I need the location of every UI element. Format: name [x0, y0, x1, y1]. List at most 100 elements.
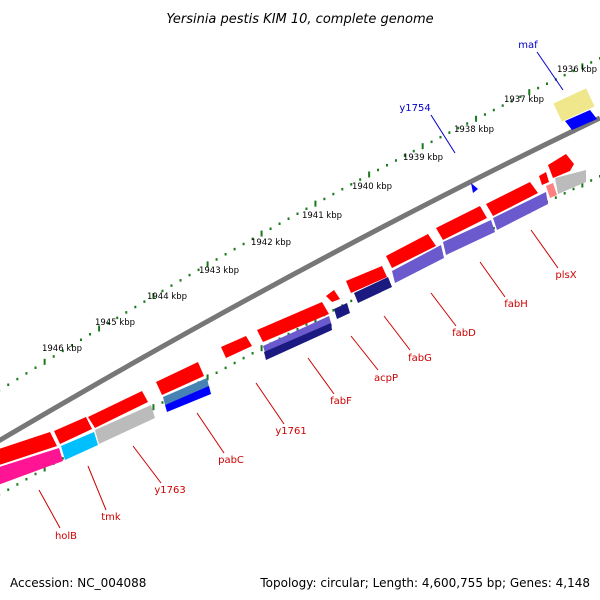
kbp-tick-label: 1936 kbp	[557, 65, 597, 75]
inner-leader-line	[350, 335, 379, 371]
gene-label-inner[interactable]: fabD	[452, 328, 476, 339]
outer-tick	[296, 212, 299, 215]
outer-tick	[134, 305, 137, 309]
outer-tick	[224, 253, 227, 256]
inner-leader-line	[430, 292, 457, 327]
inner-tick	[305, 323, 308, 326]
gene-holB[interactable]	[0, 432, 57, 468]
outer-tick	[43, 358, 46, 365]
outer-tick	[269, 227, 272, 231]
kbp-tick-label: 1938 kbp	[454, 125, 494, 135]
outer-tick	[563, 73, 566, 77]
outer-tick	[61, 349, 64, 353]
gene-fabG[interactable]	[386, 234, 436, 268]
outer-tick	[528, 89, 531, 96]
inner-tick	[215, 371, 218, 375]
outer-tick	[79, 338, 82, 342]
inner-tick	[260, 345, 263, 352]
kbp-tick-label: 1939 kbp	[403, 153, 443, 163]
gene-label-inner[interactable]: acpP	[374, 373, 398, 384]
outer-tick	[581, 63, 584, 70]
gene-arrow-small[interactable]	[539, 172, 549, 185]
gene-label-outer[interactable]: maf	[518, 40, 538, 51]
cog-band-fabF-dark	[264, 323, 332, 360]
gene-label-inner[interactable]: pabC	[218, 455, 244, 466]
outer-tick	[475, 115, 478, 122]
cog-band-small	[546, 183, 557, 198]
gene-label-inner[interactable]: holB	[55, 531, 77, 542]
gene-plsX[interactable]	[548, 154, 574, 178]
outer-tick	[70, 344, 73, 347]
gene-label-inner[interactable]: tmk	[101, 512, 121, 523]
outer-tick	[412, 149, 415, 153]
outer-tick	[16, 377, 19, 381]
inner-tick	[206, 374, 209, 381]
inner-leader-line	[38, 489, 61, 529]
outer-tick	[125, 311, 128, 314]
gene-label-outer[interactable]: y1754	[399, 103, 430, 114]
outer-tick	[545, 82, 548, 85]
outer-tick	[323, 197, 326, 201]
inner-tick	[233, 361, 236, 365]
outer-tick	[260, 230, 263, 237]
outer-tick	[430, 140, 433, 144]
gene-fabD[interactable]	[436, 206, 487, 240]
outer-tick	[537, 86, 540, 90]
outer-tick	[359, 178, 362, 181]
outer-tick	[143, 300, 146, 303]
gene-tmk[interactable]	[54, 417, 92, 444]
gene-fabH[interactable]	[486, 182, 538, 216]
gene-pabC[interactable]	[156, 362, 204, 395]
gene-fabF[interactable]	[257, 302, 329, 342]
outer-tick	[421, 143, 424, 150]
gene-y1754[interactable]	[471, 183, 478, 193]
cog-band-tmk	[61, 432, 98, 460]
inner-tick	[350, 299, 353, 303]
outer-tick	[52, 355, 55, 358]
inner-tick	[224, 366, 227, 370]
outer-label-leaders: maf y1754	[399, 40, 564, 154]
gene-label-inner[interactable]: fabF	[330, 396, 352, 407]
cog-band-y1763	[95, 405, 155, 444]
kbp-tick-label: 1942 kbp	[251, 238, 291, 248]
inner-leader-line	[383, 315, 411, 351]
topology-text: Topology: circular; Length: 4,600,755 bp…	[259, 576, 590, 590]
inner-tick	[492, 226, 495, 230]
outer-tick	[107, 322, 110, 325]
gene-y1761[interactable]	[221, 336, 252, 358]
cog-band-maf	[565, 110, 597, 130]
inner-tick	[242, 356, 245, 360]
kbp-tick-label: 1940 kbp	[352, 182, 392, 192]
outer-tick	[278, 222, 281, 225]
inner-tick	[581, 181, 584, 188]
outer-tick	[188, 273, 191, 277]
outer-leader-line	[430, 114, 456, 154]
kbp-label-group: 1936 kbp 1937 kbp 1938 kbp 1939 kbp 1940 kbp…	[42, 65, 597, 354]
outer-tick	[590, 61, 593, 64]
gene-fabF-start[interactable]	[326, 290, 340, 302]
gene-label-inner[interactable]: fabG	[408, 353, 432, 364]
cog-band-fabH	[493, 192, 548, 230]
outer-tick	[501, 104, 504, 107]
outer-tick	[457, 126, 460, 130]
inner-tick	[251, 352, 254, 355]
inner-leader-line	[87, 465, 107, 511]
outer-tick	[215, 258, 218, 261]
gene-y1763[interactable]	[88, 391, 148, 428]
gene-label-inner[interactable]: fabH	[504, 299, 528, 310]
inner-tick	[590, 179, 593, 182]
gene-acpP[interactable]	[346, 266, 387, 293]
outer-tick	[242, 242, 245, 246]
inner-tick	[161, 401, 164, 404]
outer-tick	[572, 69, 575, 73]
outer-tick	[341, 187, 344, 191]
gene-label-inner[interactable]: plsX	[555, 270, 576, 281]
kbp-tick-label: 1941 kbp	[302, 211, 342, 221]
inner-leader-line	[132, 445, 162, 484]
gene-label-inner[interactable]: y1763	[154, 485, 185, 496]
outer-tick	[519, 95, 522, 99]
gene-label-inner[interactable]: y1761	[275, 426, 306, 437]
gene-maf[interactable]	[553, 88, 595, 122]
outer-tick	[385, 163, 388, 167]
